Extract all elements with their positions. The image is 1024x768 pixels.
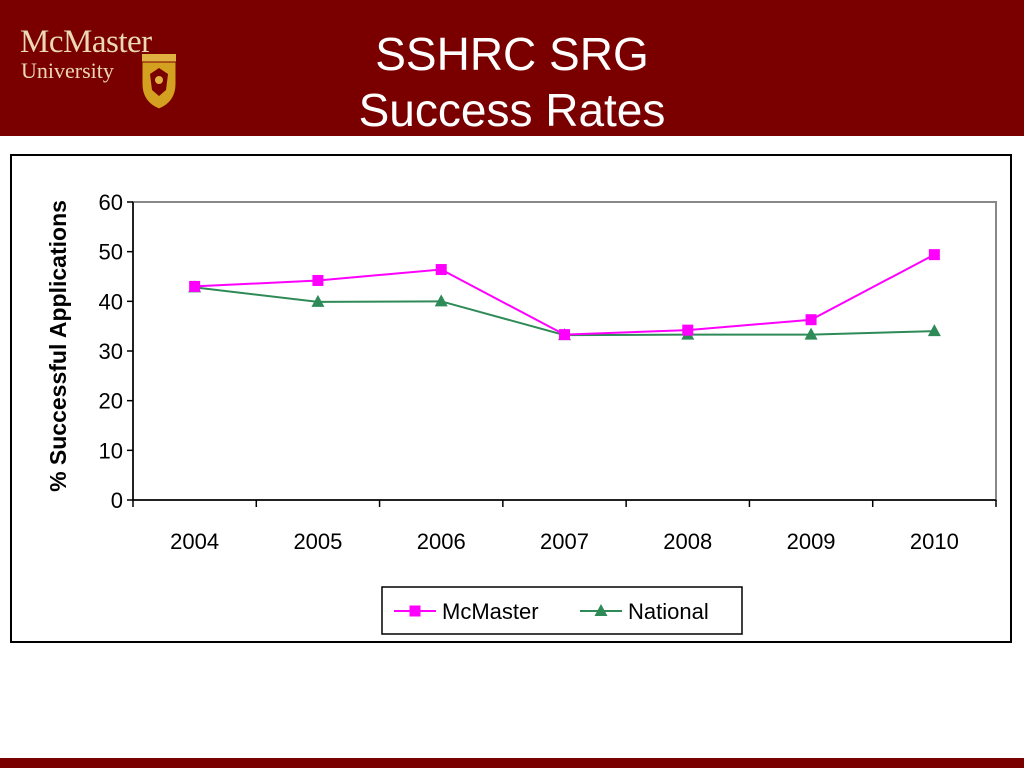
header-banner: McMaster University SSHRC SRG Success Ra…: [0, 0, 1024, 136]
logo-wordmark-line1: McMaster: [20, 24, 152, 60]
plot-area: [132, 201, 997, 501]
data-point-mcmaster: [928, 249, 940, 261]
legend-box: [381, 586, 743, 635]
y-tick-label: 30: [99, 339, 123, 364]
data-point-mcmaster: [189, 280, 201, 292]
x-tick-label: 2010: [910, 529, 959, 554]
title-line1: SSHRC SRG: [375, 28, 649, 80]
legend-label-mcmaster: McMaster: [442, 599, 539, 624]
y-axis-title: % Successful Applications: [45, 200, 71, 492]
y-tick-label: 50: [99, 240, 123, 265]
x-tick-label: 2007: [540, 529, 589, 554]
data-point-national: [594, 604, 608, 616]
data-point-national: [927, 324, 941, 337]
crest-icon: [141, 54, 177, 110]
logo-wordmark-line2: University: [21, 58, 114, 83]
x-tick-label: 2005: [293, 529, 342, 554]
x-tick-label: 2009: [787, 529, 836, 554]
data-point-national: [804, 327, 818, 340]
data-point-mcmaster: [682, 324, 694, 336]
data-point-mcmaster: [435, 264, 447, 276]
data-point-mcmaster: [805, 314, 817, 326]
chart-frame: 0 10 20 30 40 50 60 2004 2005 2006 2007 2008 2009 201…: [10, 154, 1012, 643]
x-tick-label: 2006: [417, 529, 466, 554]
x-tick-label: 2008: [663, 529, 712, 554]
legend-label-national: National: [628, 599, 709, 624]
data-point-mcmaster: [559, 329, 570, 341]
y-tick-label: 10: [99, 438, 123, 463]
y-tick-label: 0: [111, 488, 123, 513]
data-point-mcmaster: [312, 274, 324, 286]
x-tick-label: 2004: [170, 529, 219, 554]
line-chart: 0 10 20 30 40 50 60 2004 2005 2006 2007 2008 2009 201…: [45, 190, 997, 635]
data-point-mcmaster: [409, 605, 421, 617]
y-tick-label: 20: [99, 389, 123, 414]
legend: McMaster National: [381, 586, 743, 635]
data-point-national: [311, 294, 325, 307]
footer-bar: [0, 758, 1024, 768]
y-tick-label: 40: [99, 289, 123, 314]
university-logo: McMaster University: [18, 22, 188, 117]
slide-title: SSHRC SRG Success Rates: [250, 26, 774, 138]
data-point-national: [434, 294, 448, 307]
title-line2: Success Rates: [358, 84, 666, 136]
y-tick-label: 60: [99, 190, 123, 215]
